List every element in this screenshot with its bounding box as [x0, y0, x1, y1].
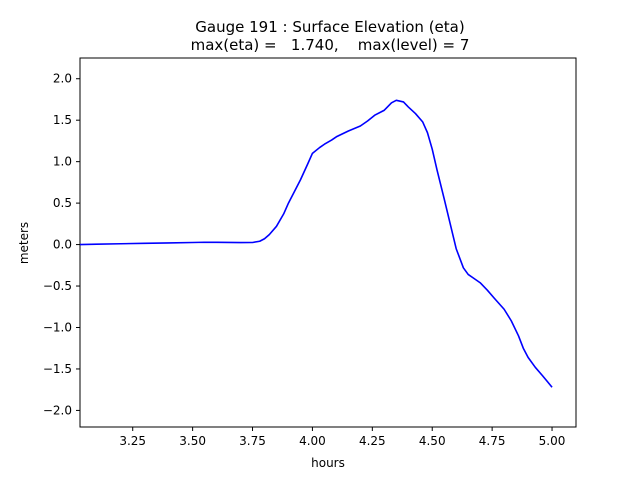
y-tick-label: 1.0: [53, 155, 72, 169]
x-tick-label: 4.00: [299, 434, 326, 448]
series-line-0: [79, 99, 553, 388]
x-axis-ticks: 3.25 3.50 3.75 4.00 4.25 4.50 4.75 5.00: [119, 427, 565, 448]
chart-subtitle: max(eta) = 1.740, max(level) = 7: [191, 36, 470, 54]
x-tick-label: 3.75: [239, 434, 266, 448]
y-tick-label: 0.0: [53, 238, 72, 252]
y-tick-label: 2.0: [53, 72, 72, 86]
y-tick-label: −2.0: [43, 403, 72, 417]
x-tick-label: 4.25: [359, 434, 386, 448]
y-tick-label: −1.0: [43, 320, 72, 334]
x-tick-label: 3.25: [119, 434, 146, 448]
plot-frame: [79, 57, 577, 428]
y-tick-label: 0.5: [53, 196, 72, 210]
x-tick-label: 4.50: [419, 434, 446, 448]
plot-area: 3.25 3.50 3.75 4.00 4.25 4.50 4.75 5.00 2.0 1.5 1…: [43, 57, 577, 448]
y-tick-label: 1.5: [53, 113, 72, 127]
series-layer: [79, 99, 553, 388]
y-tick-label: −1.5: [43, 362, 72, 376]
x-tick-label: 4.75: [479, 434, 506, 448]
y-tick-label: −0.5: [43, 279, 72, 293]
x-tick-label: 3.50: [179, 434, 206, 448]
y-axis-label: meters: [17, 222, 31, 264]
x-axis-label: hours: [311, 456, 345, 470]
chart-title: Gauge 191 : Surface Elevation (eta): [195, 18, 464, 36]
y-axis-ticks: 2.0 1.5 1.0 0.5 0.0 −0.5 −1.0 −1.5 −2.0: [43, 72, 80, 417]
x-tick-label: 5.00: [539, 434, 566, 448]
